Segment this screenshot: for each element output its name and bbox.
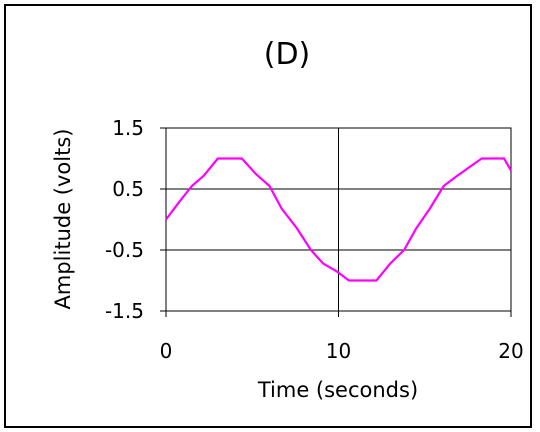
y-axis-label: Amplitude (volts) — [51, 129, 75, 310]
x-axis-ticks: 0 10 20 — [160, 311, 524, 363]
x-tick-label: 0 — [160, 339, 173, 363]
y-tick-label: 1.5 — [112, 116, 144, 140]
y-tick-label: -0.5 — [105, 238, 144, 262]
x-axis-label: Time (seconds) — [257, 378, 418, 402]
chart-title: (D) — [264, 37, 311, 72]
x-tick-label: 20 — [498, 339, 523, 363]
grid-lines — [166, 127, 511, 312]
series-line — [165, 157, 512, 282]
x-tick-label: 10 — [326, 339, 351, 363]
y-tick-label: 0.5 — [112, 177, 144, 201]
y-tick-label: -1.5 — [105, 299, 144, 323]
y-axis-ticks: 1.5 0.5 -0.5 -1.5 — [105, 116, 166, 323]
